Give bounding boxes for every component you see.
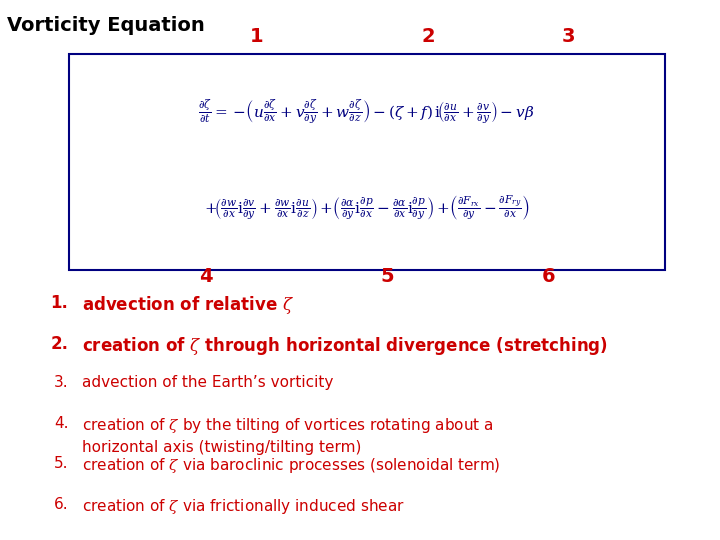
Text: 4.: 4.: [54, 416, 68, 431]
Text: creation of $\zeta$ via baroclinic processes (solenoidal term): creation of $\zeta$ via baroclinic proce…: [82, 456, 500, 475]
Text: 3.: 3.: [54, 375, 68, 390]
FancyBboxPatch shape: [68, 54, 665, 270]
Text: $\frac{\partial \zeta}{\partial t} = -\!\left( u\frac{\partial \zeta}{\partial x: $\frac{\partial \zeta}{\partial t} = -\!…: [199, 98, 535, 129]
Text: 1: 1: [250, 27, 264, 46]
Text: Vorticity Equation: Vorticity Equation: [7, 16, 204, 35]
Text: 5.: 5.: [54, 456, 68, 471]
Text: 2: 2: [421, 27, 435, 46]
Text: 6: 6: [541, 267, 555, 286]
Text: creation of $\zeta$ by the tilting of vortices rotating about a
horizontal axis : creation of $\zeta$ by the tilting of vo…: [82, 416, 494, 455]
Text: 3: 3: [562, 27, 575, 46]
Text: advection of the Earth’s vorticity: advection of the Earth’s vorticity: [82, 375, 333, 390]
Text: advection of relative $\zeta$: advection of relative $\zeta$: [82, 294, 294, 316]
Text: $+\!\left( \frac{\partial w}{\partial x}\mathrm{i}\frac{\partial v}{\partial y}+: $+\!\left( \frac{\partial w}{\partial x}…: [204, 193, 529, 222]
Text: 6.: 6.: [54, 497, 68, 512]
Text: 2.: 2.: [50, 335, 68, 353]
Text: 4: 4: [199, 267, 212, 286]
Text: 5: 5: [380, 267, 394, 286]
Text: creation of $\zeta$ via frictionally induced shear: creation of $\zeta$ via frictionally ind…: [82, 497, 405, 516]
Text: 1.: 1.: [50, 294, 68, 312]
Text: creation of $\zeta$ through horizontal divergence (stretching): creation of $\zeta$ through horizontal d…: [82, 335, 608, 357]
